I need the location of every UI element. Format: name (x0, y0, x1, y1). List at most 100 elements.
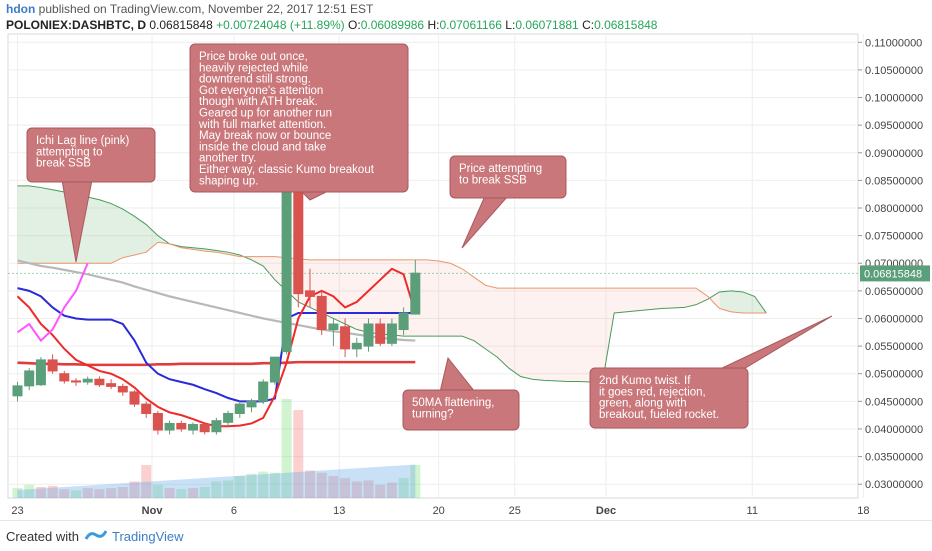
published-text: published on TradingView.com, November 2… (38, 2, 374, 16)
callout-price-broke-text-line: inside the cloud and take (199, 141, 326, 153)
candle-body (328, 323, 339, 331)
volume-bar (35, 487, 46, 498)
cloud-segment (99, 199, 112, 264)
cloud-segment (625, 288, 638, 312)
volume-bar (246, 473, 257, 498)
cloud-segment (17, 185, 30, 264)
ohlc-line: POLONIEX:DASHBTC, D 0.06815848 +0.007240… (6, 18, 657, 32)
volume-bar (164, 488, 175, 498)
candle-body (386, 323, 397, 344)
candle-body (281, 185, 292, 353)
volume-ma-area (17, 464, 416, 498)
author-name[interactable]: hdon (6, 2, 36, 16)
candle-body (141, 403, 152, 414)
cloud-segment (567, 288, 580, 382)
symbol-label: POLONIEX:DASHBTC, D (6, 18, 147, 32)
senkou-span-b-line (17, 241, 767, 314)
callout-price-broke-text-line: Price broke out once, (199, 51, 308, 63)
volume-bars (12, 399, 421, 498)
candle-body (188, 424, 198, 431)
candle-body (234, 403, 245, 414)
cloud-segment (672, 288, 685, 308)
candle-body (363, 323, 374, 347)
last-price: 0.06815848 (149, 18, 213, 32)
callout-price-broke-text-line: heavily rejected while (199, 62, 308, 74)
volume-bar (117, 487, 128, 498)
price-tick-label: 0.04000000 (865, 424, 923, 436)
tradingview-brand[interactable]: TradingView (112, 529, 184, 544)
candle-body (24, 370, 35, 387)
cloud-segment (29, 185, 41, 264)
volume-bar (71, 490, 81, 498)
cloud-segment (649, 288, 661, 310)
price-tick-label: 0.03000000 (865, 479, 923, 491)
cloud-segment (544, 288, 556, 381)
cloud-segment (450, 263, 463, 337)
candles (12, 169, 421, 435)
candle-body (176, 422, 187, 430)
candle-body (398, 312, 409, 331)
price-chart[interactable]: 0.11000000 0.10500000 0.10000000 0.09500000… (0, 0, 932, 520)
time-tick-label: 11 (747, 505, 758, 517)
volume-bar (293, 410, 304, 498)
callout-kumo-twist-text-line: it goes red, rejection, (599, 386, 706, 398)
callout-price-broke-text-line: May break now or bounce (199, 130, 331, 142)
time-tick-label: 13 (333, 505, 345, 517)
time-tick-label: 6 (231, 505, 237, 517)
cloud-segment (40, 187, 53, 264)
volume-bar (199, 487, 210, 498)
cloud-segment (134, 216, 147, 255)
callout-kumo-twist-text-line: green, along with (599, 398, 687, 410)
publisher-line: hdon published on TradingView.com, Novem… (6, 2, 373, 16)
cloud-segment (696, 288, 708, 305)
cloud-segment (87, 196, 100, 264)
volume-bar (59, 489, 70, 498)
change-value: +0.00724048 (+11.89%) (216, 18, 345, 32)
cloud-segment (473, 277, 486, 349)
ma-red-line (17, 360, 416, 367)
callout-price-broke-text-line: Got everyone's attention (199, 85, 323, 97)
callout-price-broke-text-line: Geared up for another run (199, 108, 332, 120)
cloud-segment (485, 285, 498, 358)
callout-price-attempting-text-line: Price attempting (459, 163, 542, 175)
ichimoku-cloud (17, 185, 767, 383)
callout-price-attempting-pointer (461, 195, 510, 249)
cloud-segment (251, 256, 264, 266)
callout-price-broke-text-line: downtrend still strong. (199, 74, 311, 86)
grid (7, 33, 864, 499)
candle-body (199, 424, 210, 433)
candle-body (340, 326, 351, 350)
cloud-segment (497, 288, 509, 369)
time-tick-label: Nov (142, 505, 164, 517)
candle-body (375, 323, 386, 344)
price-tick-label: 0.07500000 (865, 231, 923, 243)
cloud-segment (263, 256, 275, 280)
callout-kumo-twist-box (589, 367, 749, 429)
time-tick-label: 18 (857, 505, 869, 517)
candle-body (246, 400, 257, 408)
footer: Created with TradingView (0, 520, 932, 551)
price-tick-label: 0.11000000 (865, 37, 922, 49)
price-tick-label: 0.05000000 (865, 369, 923, 381)
volume-bar (363, 480, 374, 498)
candle-body (129, 391, 140, 405)
candle-body (351, 342, 362, 350)
volume-bar (12, 488, 23, 498)
chikou-lag-line (16, 262, 89, 343)
callout-price-broke-text-line: though with ATH break. (199, 96, 318, 108)
callout-price-broke-text-line: shaping up. (199, 175, 258, 187)
price-tick-label: 0.04500000 (865, 396, 923, 408)
cloud-segment (555, 288, 568, 382)
cloud-segment (614, 288, 626, 313)
candle-body (71, 380, 81, 383)
volume-bar (188, 488, 198, 498)
cloud-segment (661, 288, 673, 309)
candle-body (12, 385, 23, 397)
cloud-segment (719, 290, 732, 312)
cloud-segment (427, 259, 439, 337)
volume-bar (281, 399, 292, 498)
price-axis: 0.11000000 0.10500000 0.10000000 0.09500000… (858, 37, 930, 491)
volume-bar (375, 484, 386, 498)
